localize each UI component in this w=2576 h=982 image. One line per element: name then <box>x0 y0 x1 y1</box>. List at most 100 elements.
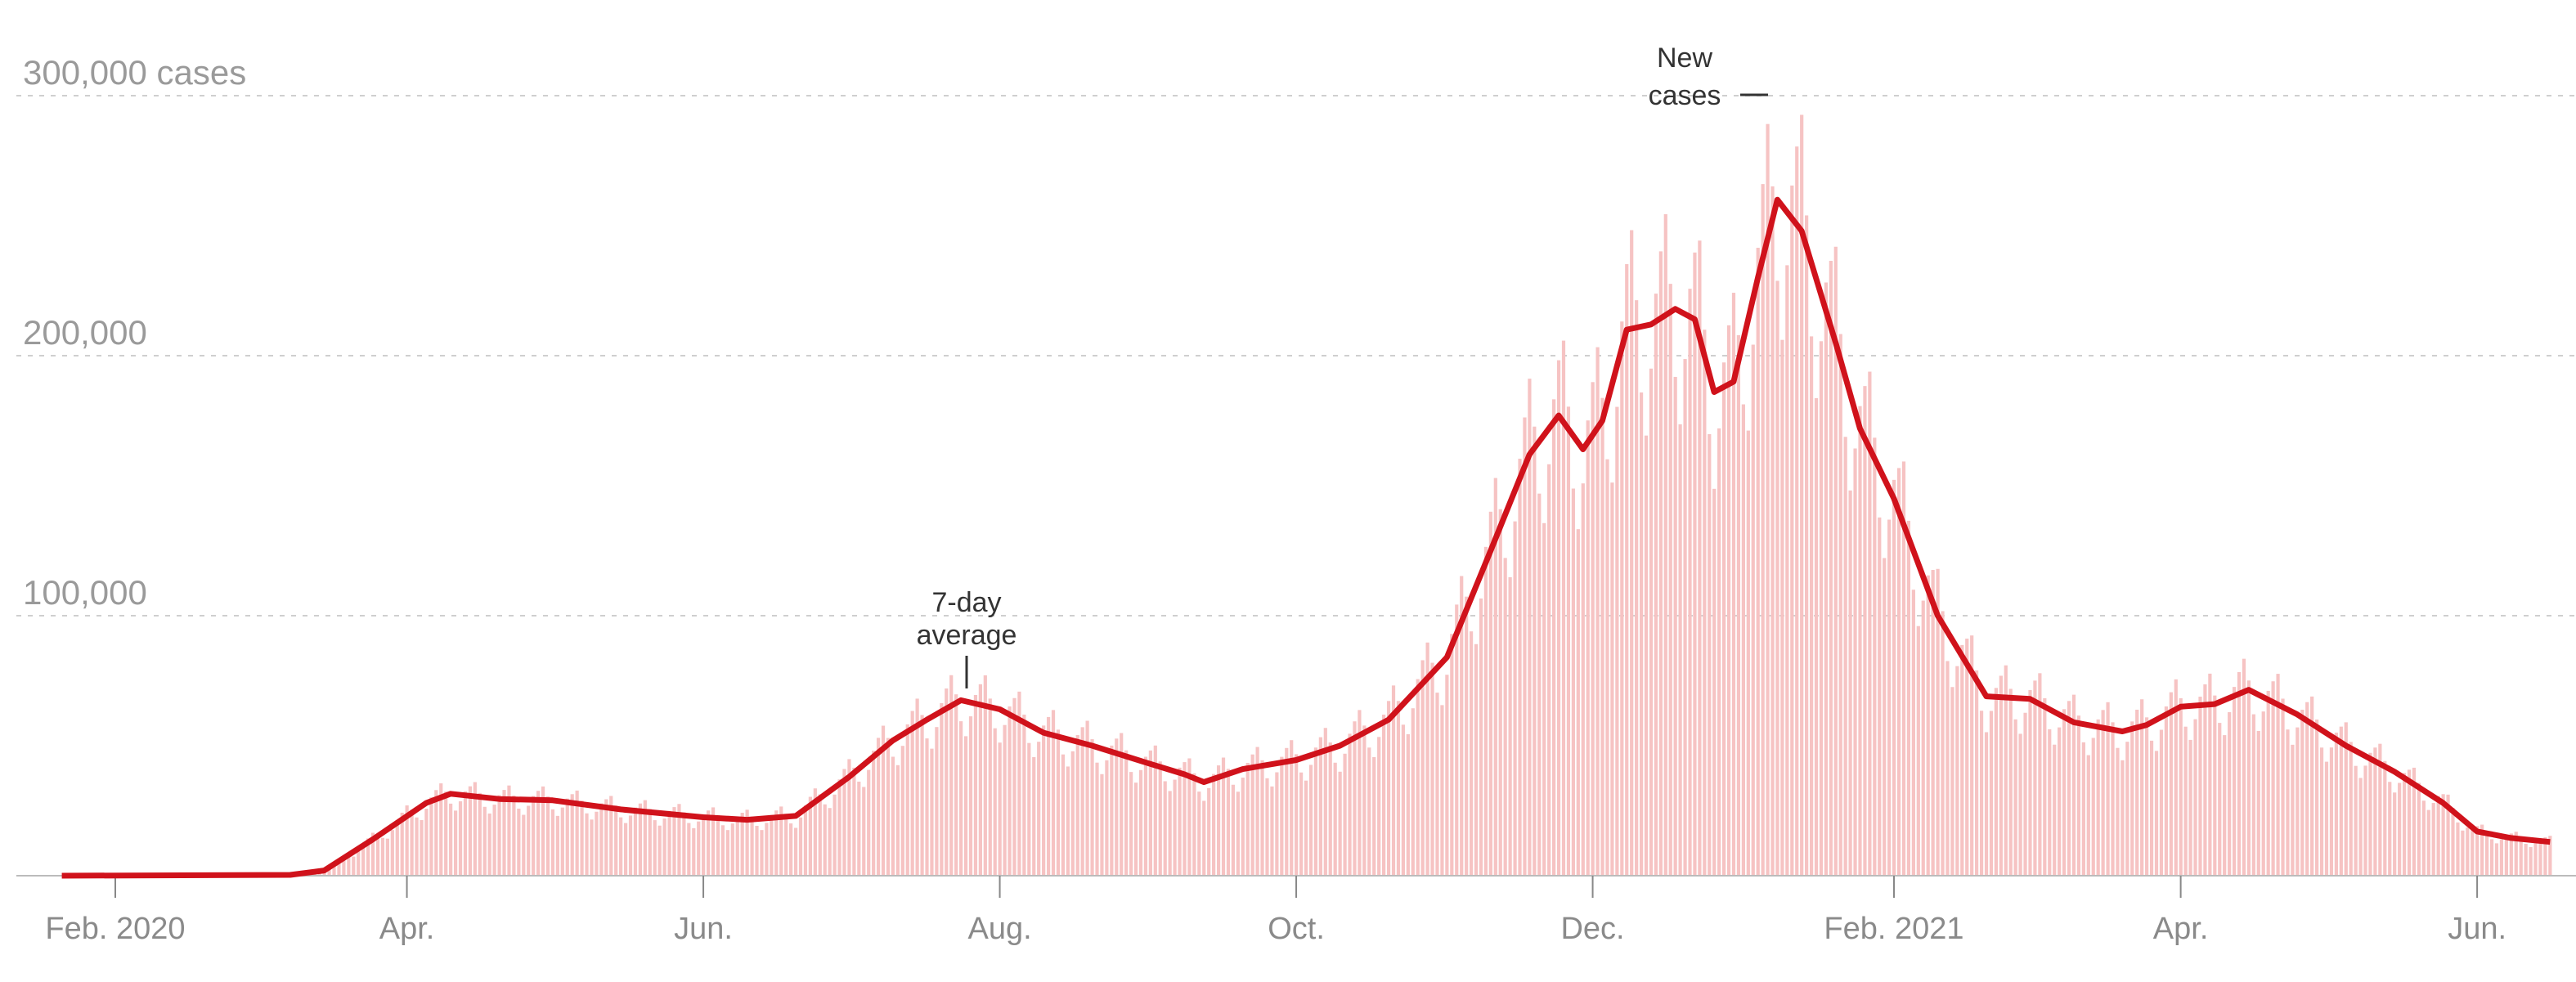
new-cases-bar <box>2451 808 2455 876</box>
new-cases-bar <box>2053 744 2057 876</box>
new-cases-bar <box>2256 730 2260 876</box>
new-cases-bar <box>2071 694 2076 876</box>
new-cases-bar <box>1299 772 1304 876</box>
new-cases-bar <box>1883 558 1887 876</box>
new-cases-bar <box>2116 747 2120 876</box>
new-cases-bar <box>1751 344 1755 876</box>
new-cases-bar <box>1250 754 1254 876</box>
new-cases-bar <box>2101 710 2105 876</box>
new-cases-bar <box>2223 735 2227 876</box>
new-cases-bar <box>2436 796 2440 876</box>
new-cases-bar <box>1401 724 1405 876</box>
new-cases-bar <box>1003 724 1007 876</box>
new-cases-bar <box>410 809 414 876</box>
new-cases-bar <box>1635 300 1639 876</box>
new-cases-bar <box>2038 673 2042 876</box>
new-cases-bar <box>1703 330 1707 876</box>
new-cases-bar <box>1367 747 1371 876</box>
new-cases-bar <box>332 863 336 876</box>
new-cases-bar <box>648 809 652 876</box>
new-cases-bar <box>1483 546 1488 876</box>
new-cases-bar <box>1965 639 1969 876</box>
new-cases-bar <box>862 787 866 876</box>
new-cases-bar <box>395 820 399 876</box>
new-cases-bar <box>1508 576 1512 876</box>
new-cases-bar <box>609 796 613 876</box>
new-cases-bar <box>1896 468 1901 876</box>
new-cases-bar <box>1110 745 1114 876</box>
annotation-text: average <box>917 620 1017 651</box>
new-cases-bar <box>813 788 817 876</box>
new-cases-bar <box>905 724 909 876</box>
new-cases-bar <box>1736 334 1741 876</box>
new-cases-bar <box>2028 689 2032 876</box>
new-cases-bar <box>2480 824 2484 876</box>
new-cases-bar <box>1202 800 1206 876</box>
new-cases-bar <box>342 857 346 876</box>
new-cases-bar <box>2471 824 2475 876</box>
new-cases-bar <box>1678 424 1682 876</box>
new-cases-bar <box>1382 714 1386 876</box>
new-cases-bar <box>2329 747 2334 876</box>
new-cases-bar <box>740 813 744 876</box>
new-cases-bar <box>1295 754 1299 876</box>
new-cases-bar <box>1780 339 1784 876</box>
new-cases-bar <box>2048 729 2052 876</box>
new-cases-bar <box>867 769 871 876</box>
new-cases-bar <box>1795 146 1799 876</box>
new-cases-bar <box>1999 675 2003 876</box>
new-cases-bar <box>1668 284 1672 876</box>
new-cases-bar <box>2004 665 2008 876</box>
new-cases-bar <box>998 742 1002 876</box>
new-cases-bar <box>1600 397 1604 876</box>
new-cases-bar <box>2363 765 2367 876</box>
new-cases-bar <box>595 811 599 876</box>
new-cases-bar <box>357 850 361 876</box>
new-cases-bar <box>628 815 633 876</box>
new-cases-bar <box>2339 726 2343 876</box>
new-cases-bar <box>2431 803 2435 876</box>
new-cases-bar <box>1552 399 1556 877</box>
new-cases-bar <box>1012 697 1016 876</box>
new-cases-bar <box>2266 690 2270 876</box>
new-cases-bar <box>1595 347 1600 876</box>
new-cases-bar <box>1420 660 1425 876</box>
new-cases-bar <box>1726 325 1731 876</box>
new-cases-bar <box>1129 772 1133 876</box>
new-cases-bar <box>725 830 729 876</box>
new-cases-bar <box>1712 488 1717 876</box>
new-cases-bar <box>1333 762 1337 876</box>
new-cases-bar <box>2344 722 2348 876</box>
new-cases-bar <box>2228 712 2232 876</box>
new-cases-bar <box>1085 720 1089 876</box>
new-cases-bar <box>2091 738 2095 876</box>
new-cases-bar <box>2485 831 2489 876</box>
new-cases-bar <box>2426 809 2430 876</box>
new-cases-bar <box>2334 733 2338 876</box>
new-cases-bar <box>1688 289 1692 876</box>
new-cases-bar <box>2251 714 2255 876</box>
new-cases-bar <box>1479 598 1483 876</box>
new-cases-bar <box>2305 702 2309 876</box>
new-cases-bar <box>968 716 973 876</box>
new-cases-bar <box>453 810 458 876</box>
new-cases-bar <box>1586 420 1590 876</box>
new-cases-bar <box>366 838 370 876</box>
new-cases-bar <box>555 815 559 876</box>
new-cases-bar <box>1576 529 1580 876</box>
new-cases-bar <box>1304 780 1308 876</box>
new-cases-bar <box>1338 771 1342 876</box>
new-cases-bar <box>959 721 963 876</box>
new-cases-bar <box>1848 490 1852 876</box>
new-cases-bar <box>1328 742 1332 876</box>
new-cases-bar <box>1731 293 1736 876</box>
y-tick-label: 200,000 <box>23 313 147 352</box>
new-cases-bar <box>2324 761 2329 876</box>
new-cases-bar <box>1353 721 1357 876</box>
new-cases-bar <box>1430 662 1434 876</box>
new-cases-bar <box>2183 726 2188 876</box>
y-tick-label: 100,000 <box>23 573 147 612</box>
new-cases-bar <box>1138 769 1143 876</box>
new-cases-bar <box>1911 590 1915 876</box>
new-cases-bar <box>1158 761 1162 876</box>
